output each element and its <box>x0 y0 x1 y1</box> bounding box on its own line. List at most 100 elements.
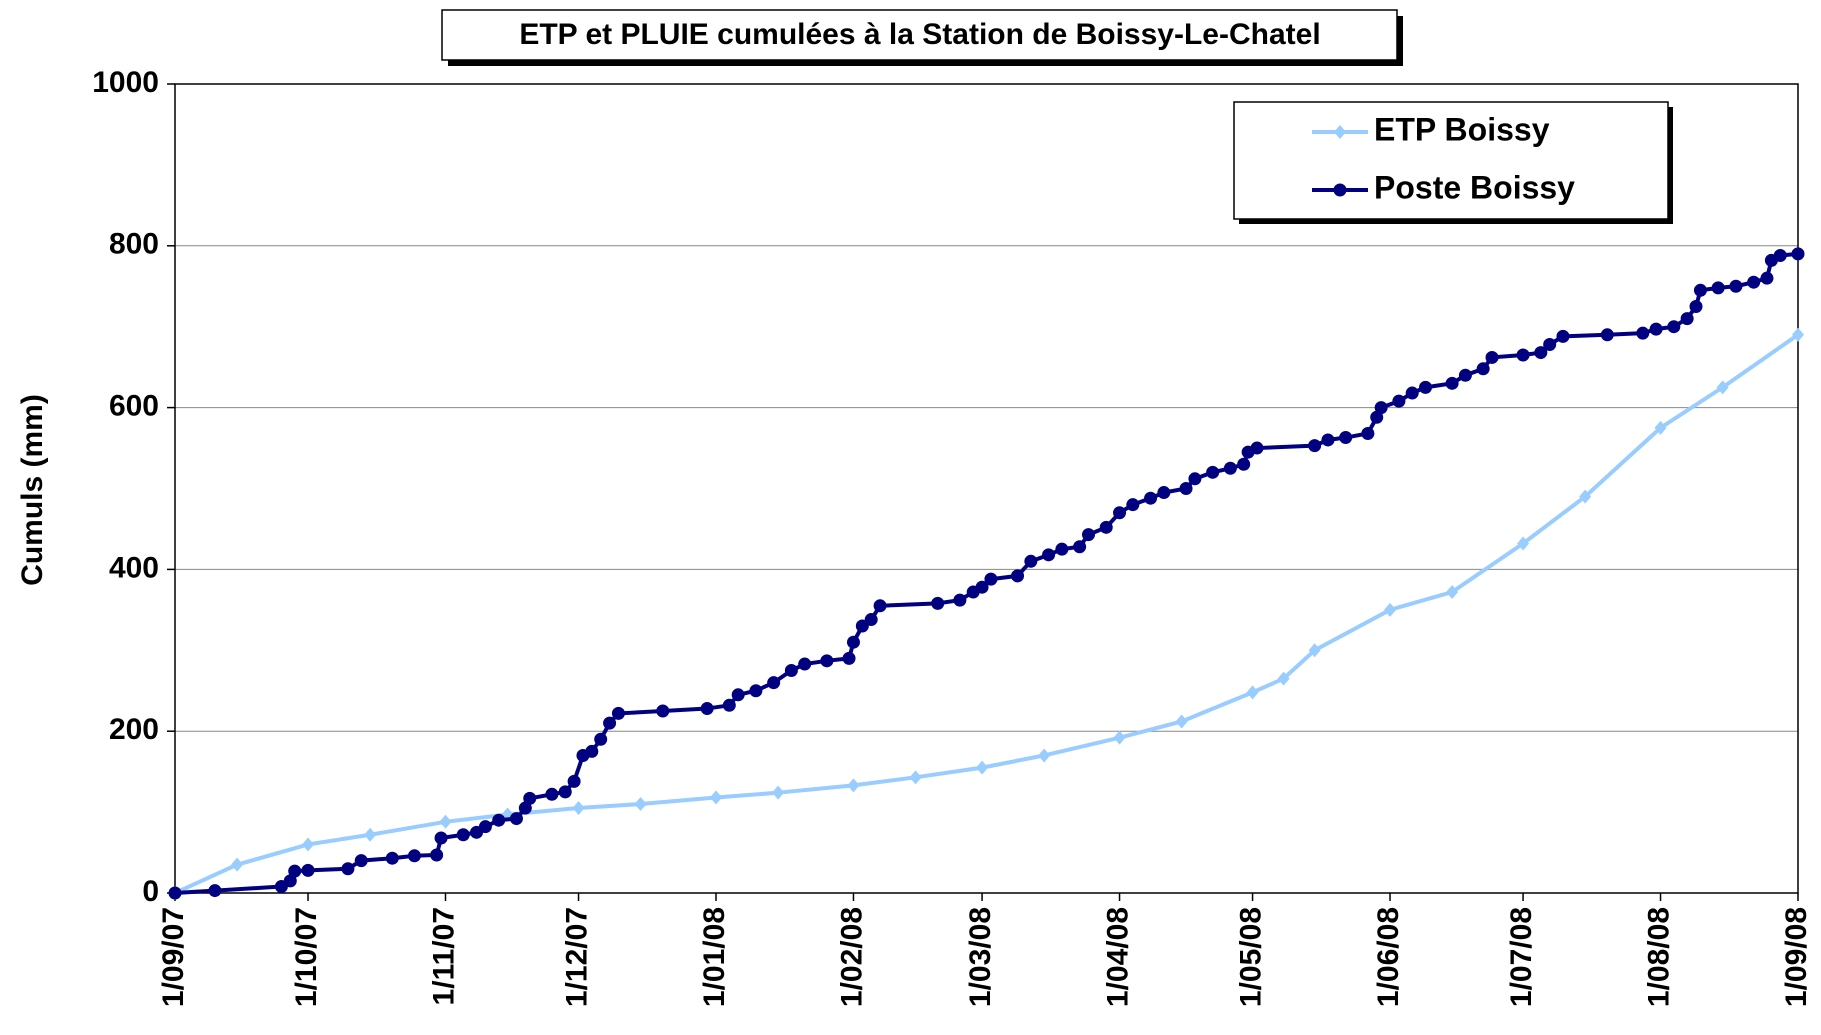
data-point <box>585 744 599 758</box>
data-point <box>1113 730 1126 745</box>
data-point <box>1384 602 1397 617</box>
data-point <box>1773 249 1787 263</box>
data-point <box>1277 671 1290 686</box>
data-point <box>354 854 368 868</box>
data-point <box>611 706 625 720</box>
data-point <box>1667 320 1681 334</box>
data-point <box>492 813 506 827</box>
data-point <box>439 814 452 829</box>
data-point <box>1308 643 1321 658</box>
data-point <box>873 599 887 613</box>
series-line <box>174 251 1799 895</box>
data-point <box>722 698 736 712</box>
data-point <box>855 619 869 633</box>
data-point <box>1099 520 1113 534</box>
data-point <box>1534 346 1548 360</box>
data-point <box>567 774 581 788</box>
legend-box <box>1233 101 1669 220</box>
data-point <box>1042 548 1056 562</box>
data-point <box>1485 350 1499 364</box>
y-tick-label: 600 <box>109 390 159 423</box>
x-tick-label: 1/02/08 <box>835 907 868 1007</box>
x-tick-label: 1/03/08 <box>964 907 997 1007</box>
data-point <box>1321 433 1335 447</box>
data-point <box>772 785 785 800</box>
data-point <box>509 812 523 826</box>
title-box <box>441 9 1398 61</box>
data-point <box>1654 420 1667 435</box>
data-point <box>1476 362 1490 376</box>
data-point <box>1543 337 1557 351</box>
data-point <box>710 790 722 805</box>
data-point <box>434 831 448 845</box>
data-point <box>820 654 834 668</box>
data-point <box>1055 542 1069 556</box>
data-point <box>1024 554 1038 568</box>
chart-title: ETP et PLUIE cumulées à la Station de Bo… <box>519 18 1320 51</box>
data-point <box>364 827 377 842</box>
data-point <box>931 596 945 610</box>
data-point <box>302 837 315 852</box>
series-line <box>174 333 1800 895</box>
data-point <box>1600 328 1614 342</box>
data-point <box>1760 271 1774 285</box>
data-point <box>749 684 763 698</box>
data-point <box>231 857 244 872</box>
data-point <box>1223 461 1237 475</box>
data-point <box>1392 394 1406 408</box>
data-point <box>1206 465 1220 479</box>
data-point <box>700 702 714 716</box>
data-point <box>1516 348 1530 362</box>
data-point <box>558 785 572 799</box>
y-tick-label: 400 <box>109 551 159 584</box>
x-tick-label: 1/06/08 <box>1372 907 1405 1007</box>
x-tick-label: 1/09/07 <box>157 907 190 1007</box>
data-point <box>1113 506 1127 520</box>
data-point <box>1747 275 1761 289</box>
plot-frame <box>174 83 1799 894</box>
data-point <box>1636 326 1650 340</box>
data-point <box>1188 472 1202 486</box>
x-tick-label: 1/01/08 <box>698 907 731 1007</box>
data-point <box>864 613 878 627</box>
data-point <box>594 732 608 746</box>
x-tick-label: 1/10/07 <box>290 907 323 1007</box>
data-point <box>1374 401 1388 415</box>
legend-marker <box>1334 125 1346 139</box>
data-point <box>208 884 222 898</box>
x-tick-label: 1/11/07 <box>427 907 460 1005</box>
data-point <box>430 848 444 862</box>
data-point <box>572 801 585 816</box>
y-tick-label: 1000 <box>92 66 159 99</box>
data-point <box>1246 685 1259 700</box>
data-point <box>1579 489 1592 504</box>
data-point <box>168 886 182 900</box>
data-point <box>1791 247 1805 261</box>
data-point <box>984 572 998 586</box>
data-point <box>731 688 745 702</box>
data-point <box>634 797 647 812</box>
data-point <box>953 593 967 607</box>
data-point <box>1792 327 1804 342</box>
data-point <box>1689 299 1703 313</box>
y-tick-label: 800 <box>109 228 159 261</box>
data-point <box>975 580 989 594</box>
data-point <box>1038 748 1051 763</box>
data-point <box>1011 569 1025 583</box>
data-point <box>1081 528 1095 542</box>
data-point <box>1693 283 1707 297</box>
data-point <box>847 778 860 793</box>
data-point <box>767 676 781 690</box>
x-tick-label: 1/07/08 <box>1505 907 1538 1007</box>
data-point <box>523 791 537 805</box>
data-point <box>1361 426 1375 440</box>
x-tick-label: 1/08/08 <box>1642 907 1675 1007</box>
data-point <box>1175 714 1188 729</box>
data-point <box>1729 279 1743 293</box>
data-point <box>1716 380 1729 395</box>
data-point <box>1711 281 1725 295</box>
data-point <box>1250 441 1264 455</box>
legend-marker <box>1333 183 1347 197</box>
data-point <box>1339 431 1353 445</box>
